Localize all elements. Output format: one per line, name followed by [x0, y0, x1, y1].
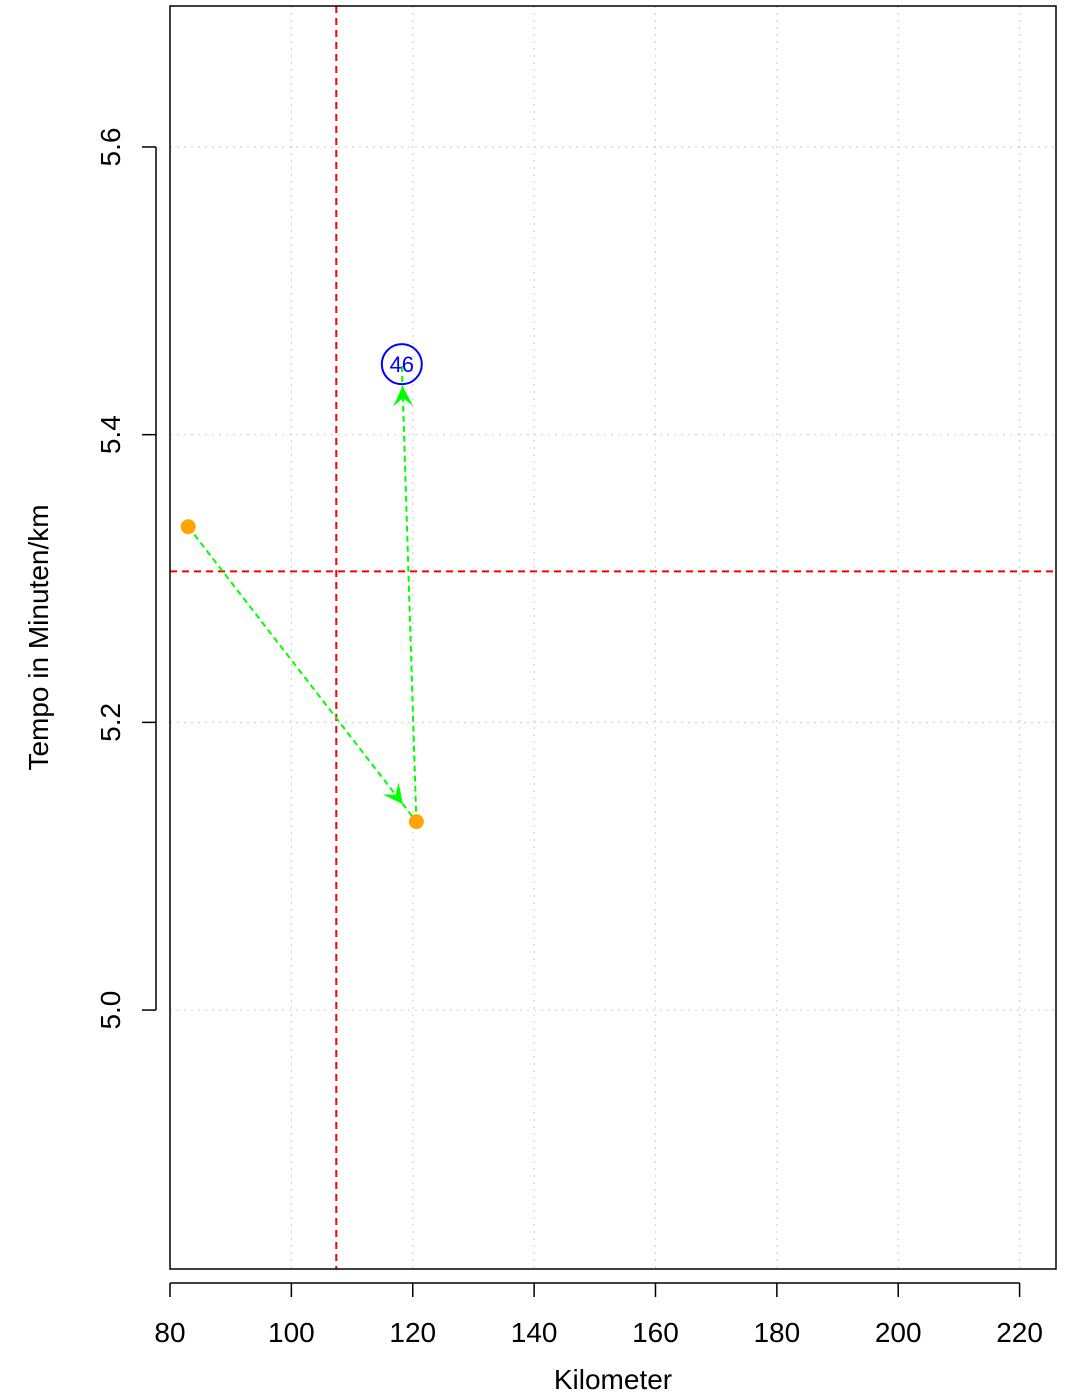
- x-tick-label: 80: [154, 1317, 185, 1348]
- point-label: 46: [390, 352, 414, 377]
- path-arrowhead: [382, 782, 403, 805]
- data-points: 46: [180, 343, 424, 830]
- y-axis-title: Tempo in Minuten/km: [23, 504, 54, 770]
- x-axis: 80 100 120 140 160 180 200 220: [154, 1282, 1043, 1348]
- path-segment: [187, 526, 418, 823]
- reference-lines: [170, 6, 1056, 1269]
- x-tick-label: 160: [632, 1317, 679, 1348]
- data-point: [180, 519, 196, 535]
- path-segment: [400, 364, 418, 822]
- x-tick-label: 200: [875, 1317, 922, 1348]
- path-arrowhead: [393, 386, 414, 407]
- x-tick-label: 100: [268, 1317, 315, 1348]
- y-tick-label: 5.0: [95, 991, 126, 1030]
- x-axis-title: Kilometer: [554, 1364, 672, 1395]
- path-arrows: [187, 364, 418, 823]
- x-tick-label: 140: [511, 1317, 558, 1348]
- plot-frame: [169, 5, 1057, 1270]
- x-tick-label: 120: [389, 1317, 436, 1348]
- x-tick-label: 180: [753, 1317, 800, 1348]
- y-axis: 5.0 5.2 5.4 5.6: [95, 128, 157, 1030]
- y-tick-label: 5.2: [95, 703, 126, 742]
- y-tick-label: 5.6: [95, 128, 126, 167]
- grid-lines: [169, 6, 1056, 1269]
- data-point: [408, 814, 424, 830]
- y-tick-label: 5.4: [95, 415, 126, 454]
- highlighted-point-ring: [380, 343, 423, 386]
- x-tick-label: 220: [996, 1317, 1043, 1348]
